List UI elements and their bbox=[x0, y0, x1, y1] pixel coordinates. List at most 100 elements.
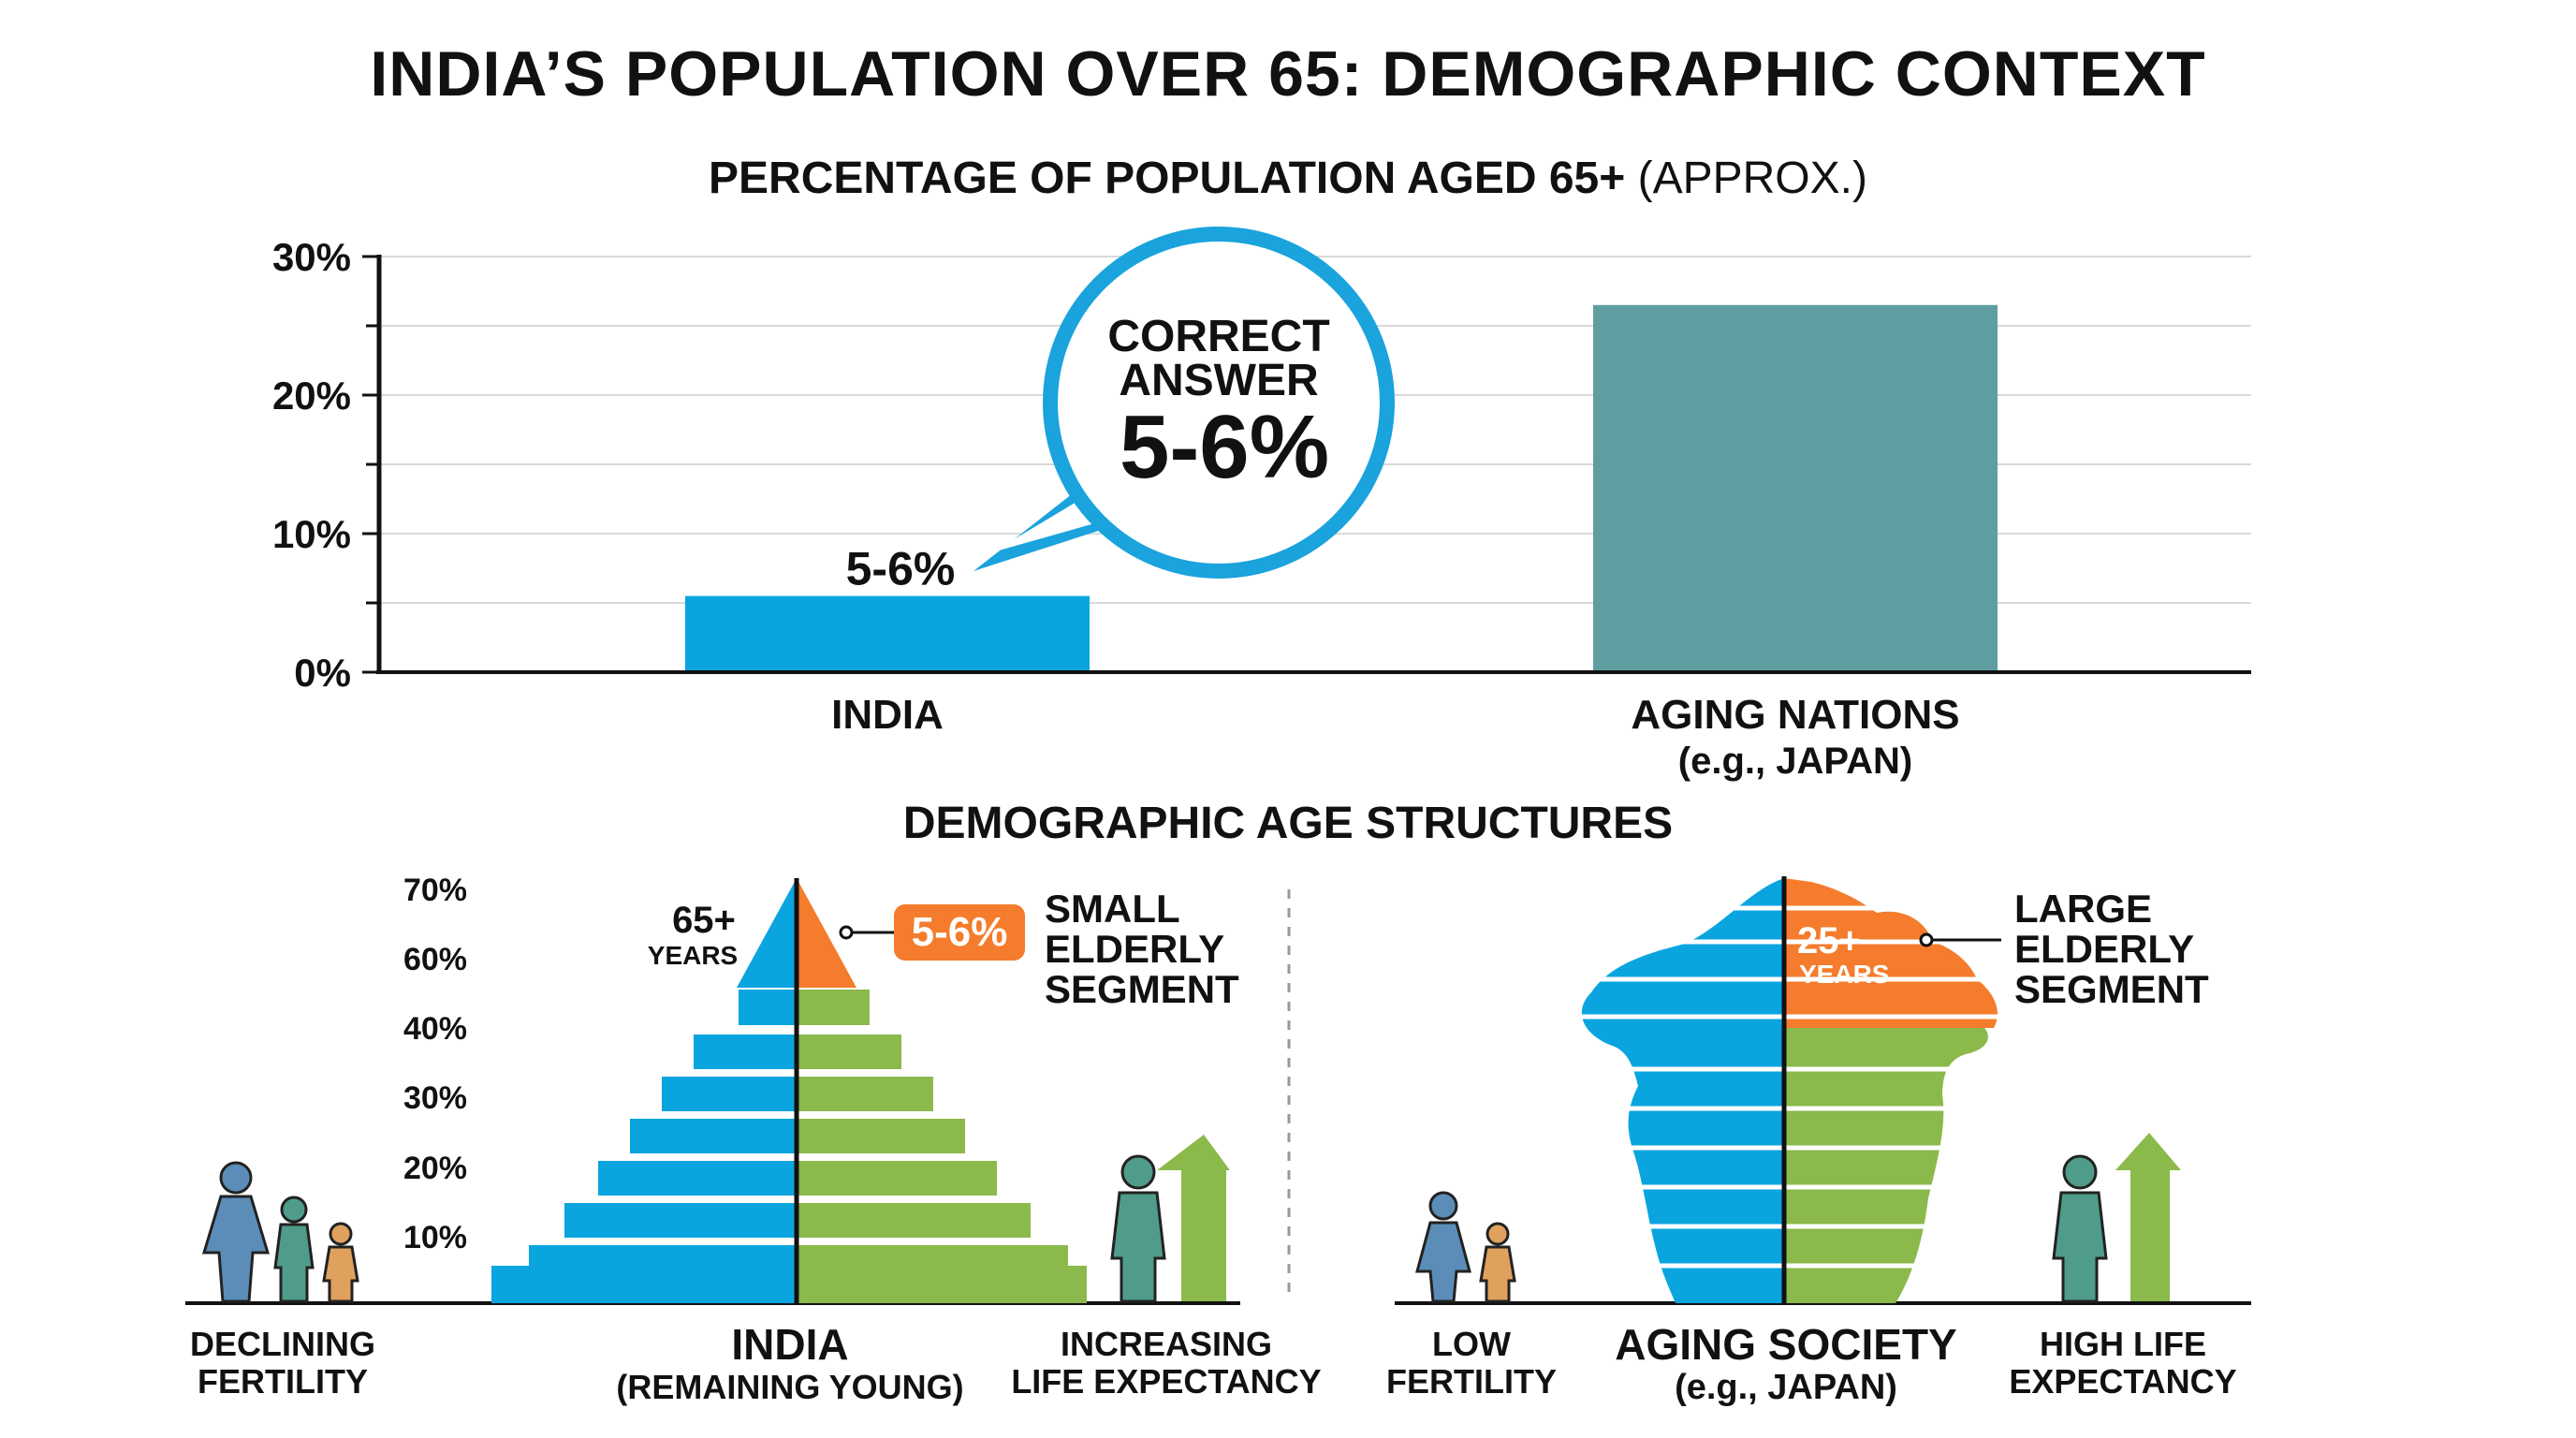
parent-small-head-icon bbox=[1428, 1191, 1458, 1221]
pyramid-top-orange bbox=[797, 878, 856, 988]
parent-head-icon bbox=[219, 1161, 253, 1195]
structure-y-label: 20% bbox=[403, 1151, 467, 1186]
increase-arrow-icon-2 bbox=[2115, 1133, 2181, 1301]
bar-chart: 0% 10% 20% 30% 5-6% CORRECT ANSWER 5-6% IND… bbox=[272, 227, 2251, 782]
callout-tail-inner bbox=[992, 496, 1105, 552]
pyramid-bar-right bbox=[797, 1077, 933, 1111]
aging-left-caption-2: FERTILITY bbox=[1386, 1362, 1557, 1401]
india-structure-title: INDIA bbox=[731, 1320, 848, 1369]
x-label-aging-sub: (e.g., JAPAN) bbox=[1678, 741, 1912, 782]
pyramid-bar-left bbox=[491, 1266, 797, 1303]
pyramid-bar-right bbox=[797, 1034, 901, 1069]
elder-head-icon bbox=[1120, 1154, 1156, 1190]
parent-small-body-icon bbox=[1415, 1221, 1471, 1303]
aging-structure-subtitle: (e.g., JAPAN) bbox=[1675, 1368, 1897, 1407]
structure-y-label: 30% bbox=[403, 1080, 467, 1116]
aging-left-caption-1: LOW bbox=[1432, 1325, 1511, 1363]
bar-chart-title-light: (APPROX.) bbox=[1637, 154, 1867, 203]
india-right-caption-1: INCREASING bbox=[1061, 1325, 1272, 1363]
pyramid-bar-left bbox=[630, 1119, 797, 1153]
pyramid-bar-right bbox=[797, 1266, 1087, 1303]
pyramid-bar-right bbox=[797, 1119, 965, 1153]
page-title: INDIA’S POPULATION OVER 65: DEMOGRAPHIC … bbox=[370, 38, 2206, 110]
y-tick-label: 10% bbox=[272, 512, 351, 556]
aging-right-caption-2: EXPECTANCY bbox=[2009, 1362, 2236, 1401]
bar-data-label: 5-6% bbox=[846, 543, 956, 595]
india-badge: 5-6% bbox=[839, 904, 1025, 961]
increase-arrow-icon bbox=[1157, 1135, 1230, 1301]
age-structures: 70%60%40%30%20%10% 65+ YEARS 5-6% SMALL … bbox=[185, 873, 2251, 1407]
aging-note-dot bbox=[1919, 932, 1934, 947]
elder2-body-icon bbox=[2052, 1191, 2108, 1303]
parent-body-icon bbox=[201, 1195, 271, 1303]
child-small-head-icon bbox=[1486, 1222, 1510, 1246]
india-badge-text: 5-6% bbox=[912, 909, 1008, 955]
aging-left-blue bbox=[1581, 878, 1784, 1303]
child1-body-icon bbox=[273, 1223, 315, 1303]
structure-y-label: 10% bbox=[403, 1220, 467, 1255]
elder2-head-icon bbox=[2062, 1154, 2098, 1190]
india-left-caption-2: FERTILITY bbox=[198, 1362, 368, 1401]
pyramid-bar-right bbox=[797, 990, 870, 1025]
aging-right-orange bbox=[1784, 878, 1998, 1028]
aging-note-1: LARGE bbox=[2014, 887, 2152, 931]
elder-figure-icon bbox=[1110, 1154, 1166, 1303]
correct-answer-callout: CORRECT ANSWER 5-6% bbox=[973, 227, 1395, 579]
child2-body-icon bbox=[322, 1245, 359, 1303]
callout-value: 5-6% bbox=[1120, 397, 1329, 497]
family-icon-large bbox=[201, 1161, 359, 1303]
callout-line2: ANSWER bbox=[1119, 356, 1318, 405]
aging-right-caption-1: HIGH LIFE bbox=[2040, 1325, 2206, 1363]
x-label-india: INDIA bbox=[831, 692, 944, 738]
bar-india bbox=[685, 595, 1090, 672]
elder-body-icon bbox=[1110, 1191, 1166, 1303]
y-tick-label: 30% bbox=[272, 235, 351, 279]
y-tick-label: 0% bbox=[294, 651, 351, 695]
child-small-body-icon bbox=[1479, 1245, 1516, 1303]
bars: 5-6% bbox=[685, 304, 1998, 672]
india-note-1: SMALL bbox=[1045, 887, 1180, 931]
elder-figure-icon-2 bbox=[2052, 1154, 2108, 1303]
pyramid-bar-left bbox=[564, 1203, 797, 1238]
family-icon-small bbox=[1415, 1191, 1516, 1303]
child2-head-icon bbox=[329, 1222, 353, 1246]
pyramid-bar-left bbox=[694, 1034, 797, 1069]
india-right-caption-2: LIFE EXPECTANCY bbox=[1011, 1362, 1321, 1401]
y-tick-label: 20% bbox=[272, 374, 351, 418]
india-note-2: ELDERLY bbox=[1045, 927, 1224, 971]
structure-y-labels: 70% 60% 40% 30% 20% 10% bbox=[403, 873, 467, 1255]
india-pyramid bbox=[491, 878, 1087, 1303]
india-top-sub: YEARS bbox=[648, 941, 738, 970]
aging-top-sub: YEARS bbox=[1799, 960, 1889, 989]
aging-note-2: ELDERLY bbox=[2014, 927, 2194, 971]
pyramid-bar-left bbox=[662, 1077, 797, 1111]
pyramid-bar-left bbox=[739, 990, 797, 1025]
pyramid-bar-left bbox=[598, 1161, 797, 1196]
india-top-label: 65+ bbox=[672, 900, 736, 941]
aging-structure-title: AGING SOCIETY bbox=[1615, 1320, 1956, 1369]
pyramid-top-blue bbox=[737, 878, 797, 988]
pyramid-bar-right bbox=[797, 1161, 997, 1196]
india-note-3: SEGMENT bbox=[1045, 967, 1239, 1011]
bar-chart-title: PERCENTAGE OF POPULATION AGED 65+ (APPRO… bbox=[0, 153, 2576, 204]
india-left-caption-1: DECLINING bbox=[190, 1325, 375, 1363]
structure-y-label: 40% bbox=[403, 1011, 467, 1047]
structure-y-label: 60% bbox=[403, 942, 467, 977]
bar-aging-nations bbox=[1593, 304, 1998, 672]
bar-chart-title-bold: PERCENTAGE OF POPULATION AGED 65+ bbox=[709, 154, 1626, 203]
callout-line1: CORRECT bbox=[1107, 312, 1329, 361]
age-structures-title: DEMOGRAPHIC AGE STRUCTURES bbox=[902, 799, 1674, 848]
x-label-aging: AGING NATIONS bbox=[1631, 692, 1959, 738]
pyramid-bar-right bbox=[797, 1203, 1031, 1238]
india-structure-subtitle: (REMAINING YOUNG) bbox=[616, 1368, 963, 1406]
aging-top-label: 25+ bbox=[1797, 920, 1861, 961]
callout-circle bbox=[1043, 227, 1395, 579]
y-axis: 0% 10% 20% 30% bbox=[272, 235, 379, 695]
aging-stripes bbox=[1573, 905, 2003, 1269]
aging-note-3: SEGMENT bbox=[2014, 967, 2209, 1011]
india-badge-box bbox=[894, 904, 1025, 961]
india-badge-dot bbox=[839, 925, 854, 940]
child1-head-icon bbox=[280, 1196, 308, 1224]
structure-y-label: 70% bbox=[403, 873, 467, 908]
aging-right-green bbox=[1784, 1028, 1988, 1303]
